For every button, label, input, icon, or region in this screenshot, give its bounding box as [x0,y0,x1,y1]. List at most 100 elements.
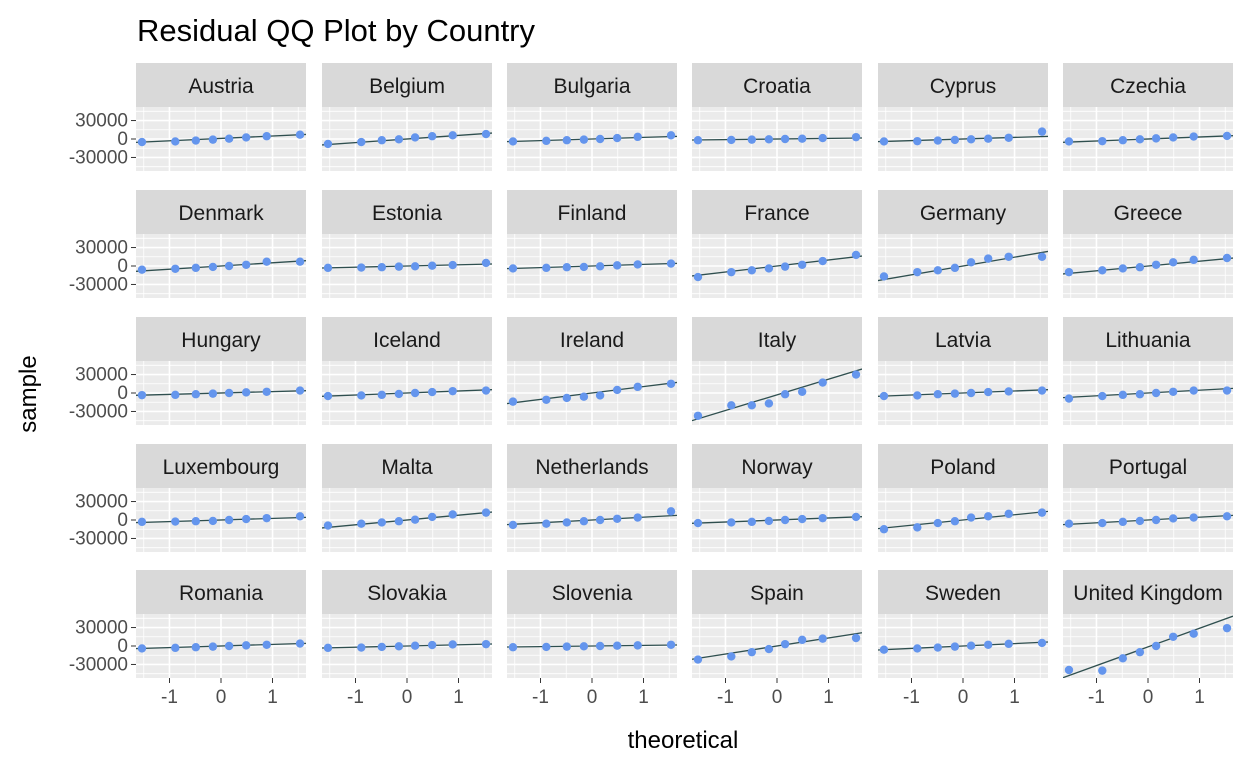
qq-reference-line [878,510,1048,530]
facet-strip-label: Ireland [560,329,624,352]
qq-point [427,132,437,141]
facet-panel: Slovakia [322,570,492,678]
qq-point [747,401,757,410]
facet-strip [692,190,862,234]
qq-point [357,137,366,147]
facet-strip-label: Sweden [925,582,1001,605]
facet-panel: United Kingdom [1063,570,1233,678]
qq-point [633,260,642,269]
facet-strip-label: Hungary [181,329,261,352]
qq-reference-line [878,135,1048,143]
qq-point [191,136,201,145]
qq-point [1151,260,1161,269]
x-tick-label: 1 [823,687,834,708]
qq-point [137,644,147,653]
x-tick-label: -1 [1088,687,1105,708]
x-axis-title: theoretical [628,727,739,754]
facet-strip-label: Malta [381,456,433,479]
facet-panel: Portugal [1063,444,1233,552]
facet-strip-label: Latvia [935,329,991,352]
qq-point [1064,519,1074,528]
qq-point [913,644,922,653]
y-tick-label: -30000 [69,147,128,168]
qq-point [323,391,333,401]
facet-panel: Poland [878,444,1048,552]
qq-point [427,512,437,522]
qq-point [448,260,457,270]
qq-point [1135,263,1145,272]
qq-point [1151,388,1161,398]
facet-strip [1063,190,1233,234]
qq-reference-line [322,511,492,529]
facet-strip [692,317,862,361]
facet-strip-label: Spain [750,582,804,605]
y-tick-label: 30000 [75,365,128,386]
facet-panel: Italy [692,317,862,425]
qq-point [241,514,251,524]
qq-point [966,641,976,650]
qq-reference-line [1063,387,1233,399]
qq-reference-line [136,133,306,144]
qq-point [171,643,180,653]
facet-strip-label: Slovenia [552,582,633,605]
qq-point [394,389,404,399]
qq-point [377,518,387,527]
facet-strip-label: Germany [920,202,1007,225]
facet-panel: Spain [692,570,862,678]
qq-reference-line [136,260,306,272]
qq-reference-line [507,514,677,526]
qq-point [950,517,960,526]
qq-point [1189,132,1198,141]
qq-point [448,386,457,396]
facet-panel: Croatia [692,63,862,171]
qq-point [241,260,251,269]
qq-point [262,132,271,141]
qq-point [747,135,757,144]
facet-strip-label: Poland [930,456,995,479]
x-tick-label: 1 [638,687,649,708]
qq-point [481,639,491,649]
qq-point [780,262,790,271]
qq-reference-line [1063,135,1233,143]
qq-point [879,391,889,401]
qq-point [208,262,218,272]
qq-point [851,370,861,379]
facet-strip [507,444,677,488]
qq-reference-line [878,389,1048,397]
qq-point [983,387,993,397]
qq-point [1189,629,1198,638]
qq-point [508,137,518,146]
facet-panels: Austria Belgium Bulgaria Croatia Cyprus Czech… [136,63,1233,678]
qq-point [966,135,976,144]
qq-point [666,259,676,268]
qq-point [764,516,774,526]
qq-point [693,411,703,420]
y-tick-label: -30000 [69,274,128,295]
facet-panel: Romania [136,570,306,678]
qq-point [191,263,201,273]
x-tick-label: 1 [267,687,278,708]
qq-point [377,642,387,652]
facet-strip [692,63,862,107]
facet-strip-label: Romania [179,582,263,605]
qq-point [224,134,234,143]
qq-point [1151,515,1161,525]
qq-reference-line [692,516,862,524]
qq-point [879,137,889,146]
qq-point [780,639,790,649]
qq-point [1168,632,1178,641]
facet-strip-label: Estonia [372,202,442,225]
chart-title: Residual QQ Plot by Country [137,13,536,48]
qq-point [633,132,642,142]
qq-point [208,389,218,398]
qq-point [983,134,993,143]
qq-point [481,129,491,139]
qq-point [1064,665,1074,675]
qq-point [542,642,551,652]
facet-panel: Luxembourg [136,444,306,552]
x-tick-label: -1 [347,687,364,708]
qq-point [612,385,622,395]
x-tick-label: 1 [1009,687,1020,708]
facet-strip-label: Norway [741,456,813,479]
qq-point [1064,267,1074,277]
